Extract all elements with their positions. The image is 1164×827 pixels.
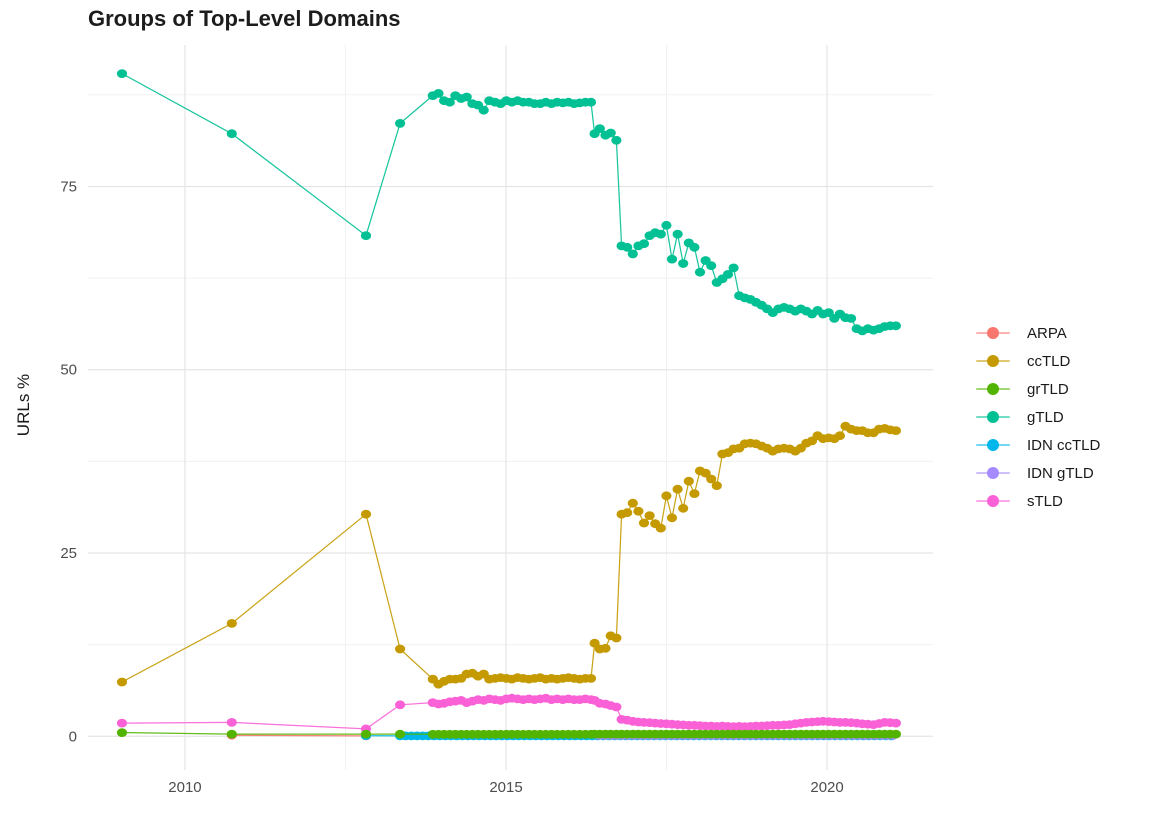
y-tick-labels: 0 25 50 75: [60, 178, 77, 745]
legend-label: sTLD: [1027, 492, 1063, 510]
legend-label: ARPA: [1027, 324, 1067, 342]
legend-item-stld: sTLD: [976, 491, 1100, 511]
legend-marker-icon: [976, 407, 1010, 427]
grid-major: [88, 45, 933, 770]
legend-item-idn-cctld: IDN ccTLD: [976, 435, 1100, 455]
grid-minor: [88, 45, 933, 770]
legend-item-cctld: ccTLD: [976, 351, 1100, 371]
series-gtld: [116, 69, 902, 336]
series-stld: [116, 693, 902, 734]
legend-label: IDN ccTLD: [1027, 436, 1101, 454]
legend-marker-icon: [976, 379, 1010, 399]
legend-marker-icon: [976, 323, 1010, 343]
svg-text:50: 50: [60, 362, 77, 379]
svg-text:75: 75: [60, 178, 77, 195]
series-grtld: [116, 728, 902, 739]
svg-text:0: 0: [69, 728, 77, 745]
legend-item-idn-gtld: IDN gTLD: [976, 463, 1100, 483]
legend-marker-icon: [976, 463, 1010, 483]
svg-text:2020: 2020: [810, 779, 843, 796]
legend-label: grTLD: [1027, 380, 1069, 398]
svg-text:2010: 2010: [168, 779, 201, 796]
legend: ARPA ccTLD grTLD gTLD IDN ccTLD IDN gTLD sTLD: [976, 323, 1100, 519]
legend-label: gTLD: [1027, 408, 1064, 426]
svg-text:2015: 2015: [489, 779, 522, 796]
legend-item-gtld: gTLD: [976, 407, 1100, 427]
legend-label: IDN gTLD: [1027, 464, 1094, 482]
x-tick-labels: 2010 2015 2020: [168, 779, 843, 796]
legend-marker-icon: [976, 351, 1010, 371]
legend-marker-icon: [976, 435, 1010, 455]
legend-item-grtld: grTLD: [976, 379, 1100, 399]
legend-item-arpa: ARPA: [976, 323, 1100, 343]
legend-marker-icon: [976, 491, 1010, 511]
chart-title: Groups of Top-Level Domains: [88, 6, 401, 31]
series-arpa: [226, 730, 372, 741]
svg-text:25: 25: [60, 545, 77, 562]
legend-label: ccTLD: [1027, 352, 1071, 370]
series-cctld: [116, 421, 902, 689]
